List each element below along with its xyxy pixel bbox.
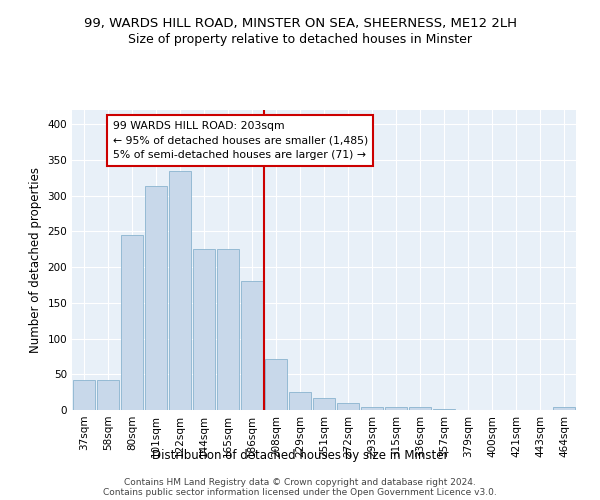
Text: 99, WARDS HILL ROAD, MINSTER ON SEA, SHEERNESS, ME12 2LH: 99, WARDS HILL ROAD, MINSTER ON SEA, SHE… [83,18,517,30]
Bar [313,398,335,410]
Bar [169,170,191,410]
Bar [193,250,215,410]
Bar [121,235,143,410]
Bar [97,380,119,410]
Text: Distribution of detached houses by size in Minster: Distribution of detached houses by size … [152,448,448,462]
Bar [241,282,263,410]
Bar [553,407,575,410]
Text: 99 WARDS HILL ROAD: 203sqm
← 95% of detached houses are smaller (1,485)
5% of se: 99 WARDS HILL ROAD: 203sqm ← 95% of deta… [113,120,368,160]
Bar [433,408,455,410]
Bar [361,407,383,410]
Y-axis label: Number of detached properties: Number of detached properties [29,167,42,353]
Bar [385,407,407,410]
Bar [265,358,287,410]
Bar [145,186,167,410]
Text: Size of property relative to detached houses in Minster: Size of property relative to detached ho… [128,32,472,46]
Bar [337,403,359,410]
Bar [73,380,95,410]
Text: Contains HM Land Registry data © Crown copyright and database right 2024.: Contains HM Land Registry data © Crown c… [124,478,476,487]
Bar [217,250,239,410]
Bar [409,407,431,410]
Bar [289,392,311,410]
Text: Contains public sector information licensed under the Open Government Licence v3: Contains public sector information licen… [103,488,497,497]
